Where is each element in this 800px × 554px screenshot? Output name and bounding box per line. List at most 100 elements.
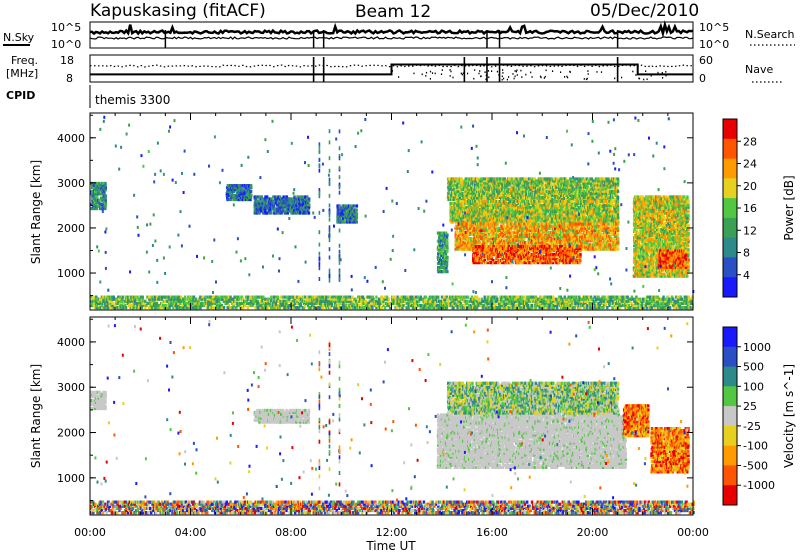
data-cell bbox=[535, 237, 539, 241]
data-cell bbox=[511, 208, 515, 212]
data-cell bbox=[565, 204, 568, 208]
data-cell bbox=[615, 210, 618, 214]
data-cell bbox=[505, 185, 508, 189]
data-cell bbox=[599, 197, 602, 202]
data-cell bbox=[498, 216, 502, 220]
data-cell bbox=[578, 206, 581, 210]
data-cell bbox=[616, 177, 620, 181]
data-cell bbox=[595, 199, 598, 204]
data-cell bbox=[478, 189, 482, 193]
data-cell bbox=[446, 257, 449, 261]
data-cell bbox=[526, 183, 529, 187]
data-cell bbox=[535, 199, 538, 204]
data-cell bbox=[575, 230, 578, 234]
data-cell bbox=[553, 204, 557, 208]
data-cell bbox=[308, 199, 311, 203]
data-cell bbox=[616, 202, 620, 206]
data-cell bbox=[266, 197, 269, 201]
data-cell bbox=[500, 232, 504, 237]
data-cell bbox=[244, 194, 247, 198]
data-cell bbox=[495, 210, 499, 214]
data-cell bbox=[257, 209, 260, 213]
data-cell bbox=[488, 181, 491, 185]
data-cell bbox=[573, 206, 576, 210]
data-cell bbox=[291, 201, 294, 205]
data-cell bbox=[573, 208, 576, 212]
data-cell bbox=[462, 237, 465, 241]
data-cell bbox=[474, 183, 477, 187]
nave-label: Nave bbox=[745, 63, 773, 76]
data-cell bbox=[258, 195, 261, 199]
data-cell bbox=[579, 241, 582, 245]
nave-dot bbox=[552, 70, 554, 72]
data-cell bbox=[486, 228, 489, 232]
data-cell bbox=[454, 241, 457, 245]
data-cell bbox=[559, 202, 563, 206]
data-cell bbox=[481, 193, 484, 197]
data-cell bbox=[547, 177, 550, 181]
data-cell bbox=[580, 214, 583, 218]
data-cell bbox=[531, 224, 535, 228]
data-cell bbox=[460, 243, 463, 247]
data-cell bbox=[486, 216, 489, 220]
data-cell bbox=[488, 226, 491, 230]
data-cell bbox=[351, 218, 355, 222]
data-cell bbox=[502, 195, 505, 199]
data-cell bbox=[579, 220, 582, 224]
data-cell bbox=[496, 216, 499, 220]
data-cell bbox=[501, 183, 505, 187]
data-cell bbox=[524, 202, 527, 206]
data-cell bbox=[490, 216, 494, 220]
data-cell bbox=[467, 214, 471, 218]
data-cell bbox=[477, 243, 481, 247]
data-cell bbox=[520, 228, 523, 232]
data-cell bbox=[538, 224, 542, 228]
data-cell bbox=[543, 199, 546, 204]
data-cell bbox=[445, 259, 449, 264]
data-cell bbox=[532, 191, 536, 195]
data-cell bbox=[603, 193, 606, 197]
data-cell bbox=[593, 181, 596, 185]
data-cell bbox=[260, 195, 263, 199]
data-cell bbox=[560, 179, 564, 183]
nave-dot bbox=[485, 78, 487, 81]
data-cell bbox=[580, 241, 583, 245]
data-cell bbox=[607, 191, 610, 195]
data-cell bbox=[308, 205, 311, 209]
data-cell bbox=[566, 222, 569, 226]
data-cell bbox=[607, 204, 610, 208]
data-cell bbox=[608, 199, 611, 204]
data-cell bbox=[543, 206, 546, 210]
data-cell bbox=[503, 181, 507, 185]
data-cell bbox=[248, 192, 252, 196]
data-cell bbox=[299, 209, 302, 213]
data-cell bbox=[559, 224, 563, 228]
data-cell bbox=[603, 204, 606, 208]
data-cell bbox=[549, 179, 552, 183]
data-cell bbox=[516, 224, 519, 228]
data-cell bbox=[96, 198, 100, 202]
data-cell bbox=[460, 245, 463, 249]
data-cell bbox=[339, 220, 342, 224]
data-cell bbox=[229, 197, 233, 202]
data-cell bbox=[551, 237, 554, 241]
data-cell bbox=[546, 206, 549, 210]
data-cell bbox=[451, 187, 455, 191]
data-cell bbox=[492, 235, 495, 239]
data-cell bbox=[477, 177, 481, 181]
data-cell bbox=[282, 197, 285, 201]
data-cell bbox=[304, 197, 307, 201]
data-cell bbox=[529, 183, 532, 187]
data-cell bbox=[509, 228, 512, 232]
data-cell bbox=[458, 181, 461, 185]
data-cell bbox=[578, 208, 581, 212]
data-cell bbox=[100, 190, 103, 194]
data-cell bbox=[472, 179, 475, 183]
data-cell bbox=[604, 220, 607, 224]
data-cell bbox=[611, 197, 614, 202]
data-cell bbox=[543, 191, 547, 195]
data-cell bbox=[533, 181, 537, 185]
data-cell bbox=[539, 191, 542, 195]
data-cell bbox=[610, 191, 613, 195]
data-cell bbox=[474, 187, 478, 191]
